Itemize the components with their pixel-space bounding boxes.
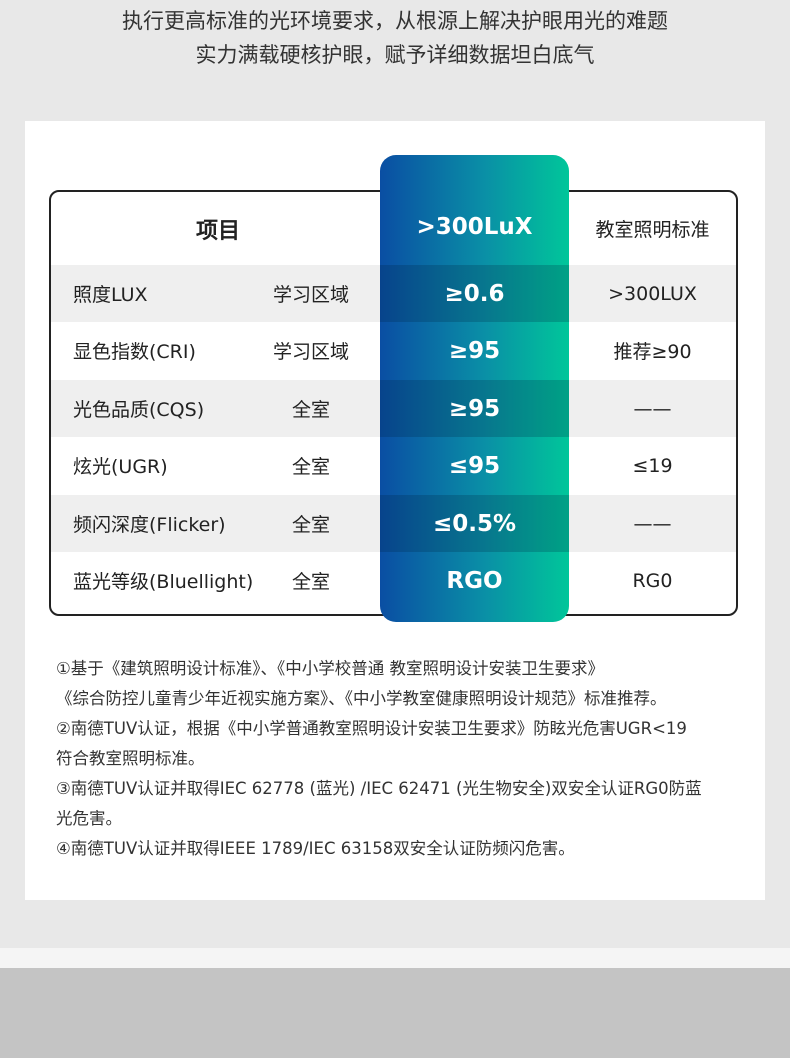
table-row: 炫光(UGR) 全室 ≤19 (51, 437, 736, 494)
row-item: 照度LUX (73, 284, 148, 306)
note-line: ①基于《建筑照明设计标准》、《中小学校普通 教室照明设计安装卫生要求》 (56, 659, 605, 678)
row-area: 学习区域 (272, 341, 349, 363)
divider-strip (0, 948, 790, 968)
highlight-column: >300LuX ≥0.6 ≥95 ≥95 ≤95 ≤0.5% RGO (380, 155, 569, 622)
row-item: 显色指数(CRI) (73, 341, 196, 363)
row-item: 频闪深度(Flicker) (73, 514, 226, 536)
row-area: 全室 (291, 514, 330, 536)
table-row: 蓝光等级(Bluellight) 全室 RG0 (51, 552, 736, 609)
footnotes: ①基于《建筑照明设计标准》、《中小学校普通 教室照明设计安装卫生要求》 《综合防… (56, 654, 702, 864)
row-area: 全室 (291, 456, 330, 478)
header-item: 项目 (195, 218, 240, 244)
row-standard: 推荐≥90 (613, 341, 692, 363)
row-item: 蓝光等级(Bluellight) (73, 571, 254, 593)
table-row: 显色指数(CRI) 学习区域 推荐≥90 (51, 322, 736, 379)
row-value: ≤95 (448, 452, 501, 479)
row-standard: RG0 (632, 569, 673, 592)
heading-line-1: 执行更高标准的光环境要求，从根源上解决护眼用光的难题 (122, 9, 668, 33)
header-value: >300LuX (416, 213, 533, 240)
row-item: 炫光(UGR) (73, 456, 168, 478)
note-line: ③南德TUV认证并取得IEC 62778 (蓝光) /IEC 62471 (光生… (56, 779, 702, 798)
heading-line-2: 实力满载硬核护眼，赋予详细数据坦白底气 (195, 43, 595, 67)
note-line: 符合教室照明标准。 (56, 749, 205, 768)
note-line: ②南德TUV认证，根据《中小学普通教室照明设计安装卫生要求》防眩光危害UGR<1… (56, 719, 687, 738)
bottom-band (0, 968, 790, 1058)
table-header: 项目 教室照明标准 (51, 192, 736, 265)
row-value: ≥95 (448, 337, 501, 364)
row-value: ≥0.6 (380, 265, 569, 322)
row-value: RGO (446, 567, 503, 594)
row-standard: —— (633, 397, 672, 420)
row-area: 全室 (291, 571, 330, 593)
row-standard: —— (633, 512, 672, 535)
row-standard: ≤19 (632, 454, 673, 477)
row-value: ≥95 (380, 380, 569, 437)
heading: 执行更高标准的光环境要求，从根源上解决护眼用光的难题 实力满载硬核护眼，赋予详细… (0, 4, 790, 72)
note-line: 光危害。 (56, 809, 122, 828)
row-item: 光色品质(CQS) (73, 399, 205, 421)
row-standard: >300LUX (608, 282, 697, 305)
note-line: 《综合防控儿童青少年近视实施方案》、《中小学教室健康照明设计规范》标准推荐。 (56, 689, 667, 708)
header-standard: 教室照明标准 (595, 219, 710, 241)
row-area: 全室 (291, 399, 330, 421)
row-value: ≤0.5% (380, 495, 569, 552)
note-line: ④南德TUV认证并取得IEEE 1789/IEC 63158双安全认证防频闪危害… (56, 839, 575, 858)
row-area: 学习区域 (272, 284, 349, 306)
